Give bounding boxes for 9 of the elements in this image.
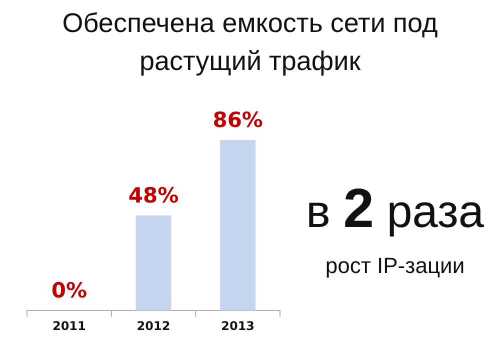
text: в 2 раза bbox=[306, 177, 484, 239]
data-label: 0% bbox=[51, 278, 87, 303]
chart-title: Обеспечена емкость сети под растущий трафик bbox=[61, 7, 439, 78]
data-label: 86% bbox=[212, 108, 263, 132]
x-tick-label: 2013 bbox=[221, 318, 255, 333]
data-label: 48% bbox=[128, 183, 179, 208]
text: рост IP-зации bbox=[325, 253, 465, 278]
x-tick-label: 2012 bbox=[136, 318, 170, 333]
x-tick-label: 2011 bbox=[52, 318, 86, 333]
